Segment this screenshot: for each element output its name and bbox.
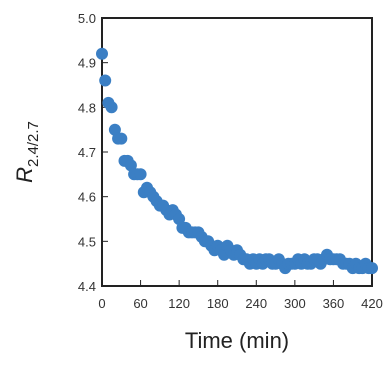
x-tick-label: 0	[98, 296, 105, 311]
x-tick-label: 240	[245, 296, 267, 311]
y-tick-label: 4.7	[78, 145, 96, 160]
y-axis-title-main: R	[12, 167, 37, 183]
y-tick-label: 5.0	[78, 11, 96, 26]
y-axis-title-subscript: 2.4/2.7	[25, 121, 42, 167]
data-points	[96, 47, 378, 275]
y-tick-label: 4.8	[78, 100, 96, 115]
data-point	[115, 132, 128, 145]
x-tick-label: 360	[323, 296, 345, 311]
x-axis-title: Time (min)	[185, 328, 289, 353]
data-point	[366, 262, 378, 275]
x-tick-label: 300	[284, 296, 306, 311]
x-axis-ticks: 0 60 120 180 240 300 360 420	[98, 280, 383, 311]
x-tick-label: 60	[133, 296, 147, 311]
x-tick-label: 180	[207, 296, 229, 311]
y-axis-title: R2.4/2.7	[12, 121, 42, 183]
data-point	[99, 74, 112, 87]
y-tick-label: 4.4	[78, 279, 96, 294]
x-tick-label: 120	[168, 296, 190, 311]
y-tick-label: 4.9	[78, 56, 96, 71]
y-tick-label: 4.6	[78, 190, 96, 205]
data-point	[96, 47, 108, 60]
data-point	[105, 101, 118, 114]
x-tick-label: 420	[361, 296, 383, 311]
y-tick-label: 4.5	[78, 234, 96, 249]
data-point	[134, 168, 147, 181]
